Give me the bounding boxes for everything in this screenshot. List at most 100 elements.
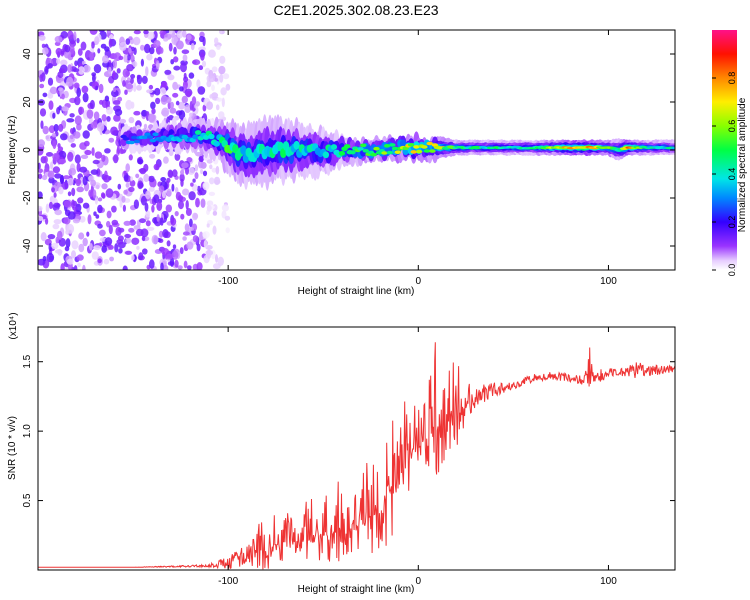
noise-blob	[48, 201, 53, 209]
noise-blob	[96, 168, 101, 177]
noise-blob	[185, 200, 189, 210]
noise-blob	[141, 235, 146, 242]
noise-blob	[74, 115, 82, 126]
noise-blob	[52, 166, 61, 174]
signal-cell	[426, 141, 433, 146]
noise-blob	[49, 86, 58, 95]
noise-blob	[100, 192, 106, 199]
noise-blob	[101, 183, 108, 190]
noise-blob	[150, 101, 156, 110]
noise-blob	[188, 191, 196, 201]
noise-blob	[84, 149, 92, 156]
noise-blob	[169, 107, 177, 114]
noise-blob	[70, 128, 74, 134]
noise-blob	[66, 76, 74, 87]
noise-blob	[199, 35, 205, 43]
noise-blob	[175, 100, 180, 106]
noise-blob	[94, 195, 98, 205]
noise-blob	[104, 148, 111, 154]
y-tick-label: 0.5	[22, 493, 33, 507]
noise-blob	[128, 36, 133, 41]
noise-blob	[196, 79, 201, 89]
noise-blob	[179, 173, 185, 182]
noise-blob	[133, 110, 141, 116]
noise-blob	[218, 65, 226, 75]
noise-blob	[76, 37, 80, 44]
snr-series-line	[38, 342, 675, 570]
signal-cell	[370, 152, 377, 157]
signal-cell	[141, 137, 149, 146]
noise-blob	[221, 210, 227, 219]
noise-blob	[45, 203, 50, 213]
noise-blob	[216, 44, 221, 50]
noise-blob	[216, 97, 223, 102]
noise-blob	[90, 179, 96, 187]
noise-blob	[108, 224, 113, 235]
noise-blob	[220, 87, 227, 96]
y-tick-label: -20	[22, 190, 33, 205]
noise-blob	[73, 82, 80, 89]
noise-blob	[128, 186, 135, 193]
noise-blob	[99, 242, 103, 247]
noise-blob	[117, 183, 122, 190]
noise-blob	[52, 112, 56, 119]
noise-blob	[104, 95, 110, 102]
signal-cell	[389, 143, 396, 147]
noise-blob	[46, 252, 55, 263]
noise-blob	[82, 92, 89, 103]
noise-blob	[167, 169, 173, 178]
signal-cell	[423, 149, 431, 153]
noise-blob	[194, 172, 199, 180]
noise-blob	[155, 97, 161, 105]
noise-blob	[144, 43, 151, 54]
noise-blob	[77, 197, 84, 204]
noise-blob	[149, 259, 155, 269]
noise-blob	[173, 65, 181, 71]
noise-blob	[200, 52, 205, 61]
signal-cell	[373, 146, 380, 151]
noise-blob	[76, 186, 84, 193]
noise-blob	[155, 60, 160, 70]
noise-blob	[208, 75, 216, 83]
noise-blob	[138, 252, 144, 261]
signal-cell	[429, 149, 436, 153]
noise-blob	[104, 237, 113, 246]
noise-blob	[156, 201, 163, 211]
noise-blob	[102, 174, 111, 183]
snr-layer	[38, 342, 675, 570]
noise-blob	[83, 64, 91, 73]
noise-blob	[182, 30, 187, 38]
noise-blob	[95, 184, 100, 190]
snr-x-label: Height of straight line (km)	[298, 584, 415, 595]
noise-blob	[114, 243, 119, 253]
snr-panel: -100 0 100 0.5 1.0 1.5 Height of straight li…	[7, 312, 676, 595]
noise-blob	[148, 175, 155, 183]
signal-cell	[240, 145, 247, 155]
noise-blob	[183, 72, 187, 79]
noise-blob	[78, 232, 85, 240]
noise-blob	[185, 166, 189, 175]
noise-blob	[57, 71, 64, 78]
noise-blob	[208, 49, 216, 58]
snr-y-scale-label: (x10⁴)	[8, 312, 19, 339]
noise-blob	[146, 31, 155, 40]
noise-blob	[133, 225, 141, 230]
noise-blob	[219, 55, 226, 64]
noise-blob	[106, 220, 111, 228]
noise-blob	[123, 189, 128, 195]
noise-blob	[93, 211, 97, 216]
noise-blob	[76, 87, 81, 98]
noise-blob	[97, 48, 101, 54]
noise-blob	[206, 223, 210, 228]
noise-blob	[61, 181, 69, 190]
noise-blob	[39, 74, 43, 83]
noise-blob	[103, 258, 110, 265]
noise-blob	[61, 93, 65, 100]
signal-cell	[344, 144, 351, 149]
noise-blob	[58, 105, 62, 111]
noise-blob	[88, 189, 94, 198]
noise-blob	[189, 218, 193, 228]
noise-blob	[123, 220, 131, 226]
signal-cell	[149, 138, 157, 143]
noise-blob	[180, 178, 184, 187]
